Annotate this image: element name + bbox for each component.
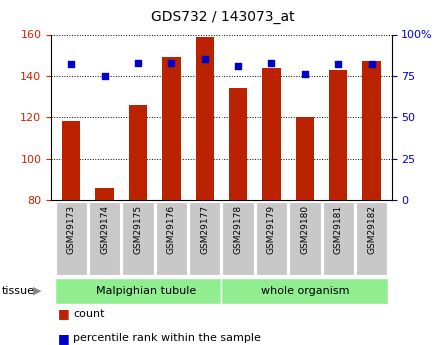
Point [368,61,375,67]
Text: GSM29176: GSM29176 [167,205,176,254]
FancyBboxPatch shape [222,201,254,275]
Text: count: count [73,309,105,319]
Text: GSM29178: GSM29178 [234,205,243,254]
Text: GSM29177: GSM29177 [200,205,209,254]
Text: ■: ■ [58,307,69,321]
Text: GSM29180: GSM29180 [300,205,309,254]
Bar [362,61,381,200]
Text: ■: ■ [58,332,69,345]
Point [301,71,308,77]
FancyBboxPatch shape [356,201,387,275]
Bar [62,121,81,200]
FancyBboxPatch shape [222,278,388,304]
Point [201,57,208,62]
Text: GSM29182: GSM29182 [367,205,376,254]
FancyBboxPatch shape [323,201,354,275]
Text: GSM29173: GSM29173 [67,205,76,254]
Bar [229,88,247,200]
Point [134,60,142,66]
Text: tissue: tissue [2,286,35,296]
Text: GSM29175: GSM29175 [134,205,142,254]
Bar [95,188,114,200]
Text: GSM29174: GSM29174 [100,205,109,254]
Bar [162,57,181,200]
Bar [262,68,281,200]
Point [168,60,175,66]
FancyBboxPatch shape [56,201,87,275]
FancyBboxPatch shape [156,201,187,275]
Text: GSM29181: GSM29181 [334,205,343,254]
Text: GDS732 / 143073_at: GDS732 / 143073_at [151,10,294,24]
Point [268,60,275,66]
Bar [129,105,147,200]
Point [68,61,75,67]
Bar [195,37,214,200]
Bar [295,117,314,200]
Bar [329,70,348,200]
Point [335,61,342,67]
Text: GSM29179: GSM29179 [267,205,276,254]
FancyBboxPatch shape [289,201,320,275]
FancyBboxPatch shape [256,201,287,275]
Text: Malpighian tubule: Malpighian tubule [96,286,196,296]
FancyBboxPatch shape [122,201,154,275]
Text: ▶: ▶ [32,286,41,296]
Text: whole organism: whole organism [261,286,349,296]
Point [235,63,242,69]
FancyBboxPatch shape [89,201,120,275]
FancyBboxPatch shape [55,278,222,304]
Text: percentile rank within the sample: percentile rank within the sample [73,333,261,343]
Point [101,73,108,79]
FancyBboxPatch shape [189,201,220,275]
